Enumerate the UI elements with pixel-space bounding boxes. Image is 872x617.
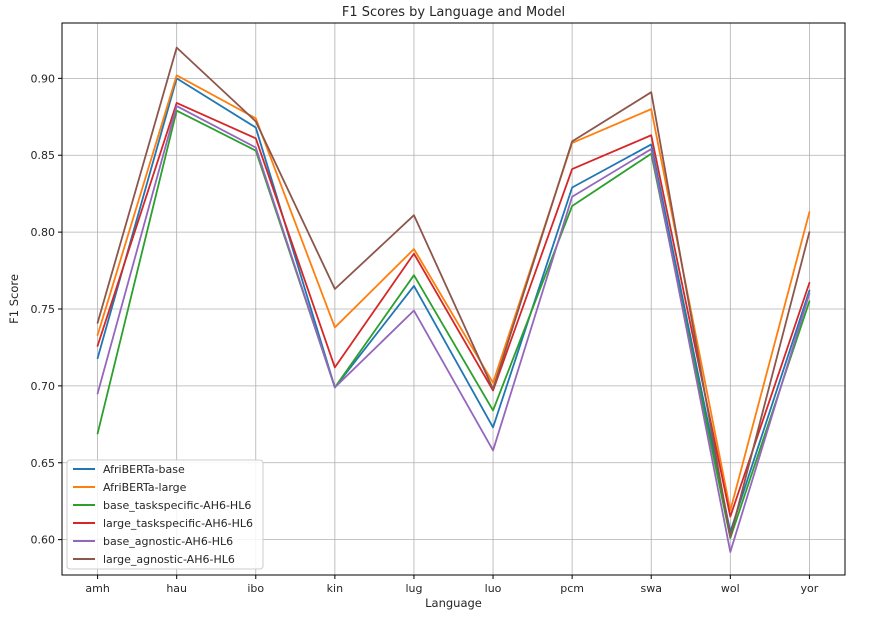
x-tick-label: pcm bbox=[560, 582, 584, 595]
y-tick-label: 0.70 bbox=[31, 380, 56, 393]
legend-label: base_taskspecific-AH6-HL6 bbox=[103, 499, 251, 512]
x-tick-label: luo bbox=[485, 582, 502, 595]
series-line-afriberta-large bbox=[96, 74, 811, 512]
y-tick-label: 0.90 bbox=[31, 72, 56, 85]
x-tick-label: amh bbox=[85, 582, 109, 595]
y-axis-ticks: 0.60 0.65 0.70 0.75 0.80 0.85 0.90 bbox=[31, 72, 62, 547]
series-lines bbox=[96, 46, 811, 553]
y-tick-label: 0.65 bbox=[31, 457, 56, 470]
series-line-large-agnostic-ah6-hl6 bbox=[96, 46, 811, 538]
x-tick-label: hau bbox=[166, 582, 187, 595]
legend-label: AfriBERTa-base bbox=[103, 463, 185, 476]
legend-label: base_agnostic-AH6-HL6 bbox=[103, 535, 233, 548]
x-tick-label: ibo bbox=[247, 582, 264, 595]
plot-frame bbox=[61, 22, 846, 576]
legend-label: AfriBERTa-large bbox=[103, 481, 187, 494]
x-axis-ticks: amh hau ibo kin lug luo pcm swa wol yor bbox=[85, 575, 819, 595]
y-tick-label: 0.75 bbox=[31, 303, 56, 316]
y-tick-label: 0.80 bbox=[31, 226, 56, 239]
x-tick-label: kin bbox=[327, 582, 343, 595]
legend: AfriBERTa-base AfriBERTa-large base_tasksp… bbox=[66, 459, 264, 570]
x-tick-label: lug bbox=[405, 582, 422, 595]
y-tick-label: 0.60 bbox=[31, 534, 56, 547]
legend-label: large_taskspecific-AH6-HL6 bbox=[103, 517, 253, 530]
chart-title: F1 Scores by Language and Model bbox=[342, 5, 565, 20]
x-tick-label: swa bbox=[640, 582, 661, 595]
grid bbox=[62, 23, 845, 575]
legend-box bbox=[66, 459, 264, 570]
series-line-afriberta-base bbox=[96, 77, 811, 533]
y-axis-title: F1 Score bbox=[7, 274, 21, 324]
y-tick-label: 0.85 bbox=[31, 149, 56, 162]
series-line-large-taskspecific-ah6-hl6 bbox=[96, 102, 811, 518]
legend-label: large_agnostic-AH6-HL6 bbox=[103, 553, 235, 566]
x-tick-label: wol bbox=[721, 582, 740, 595]
x-axis-title: Language bbox=[425, 596, 482, 610]
series-line-base-agnostic-ah6-hl6 bbox=[96, 105, 811, 553]
x-tick-label: yor bbox=[801, 582, 819, 595]
